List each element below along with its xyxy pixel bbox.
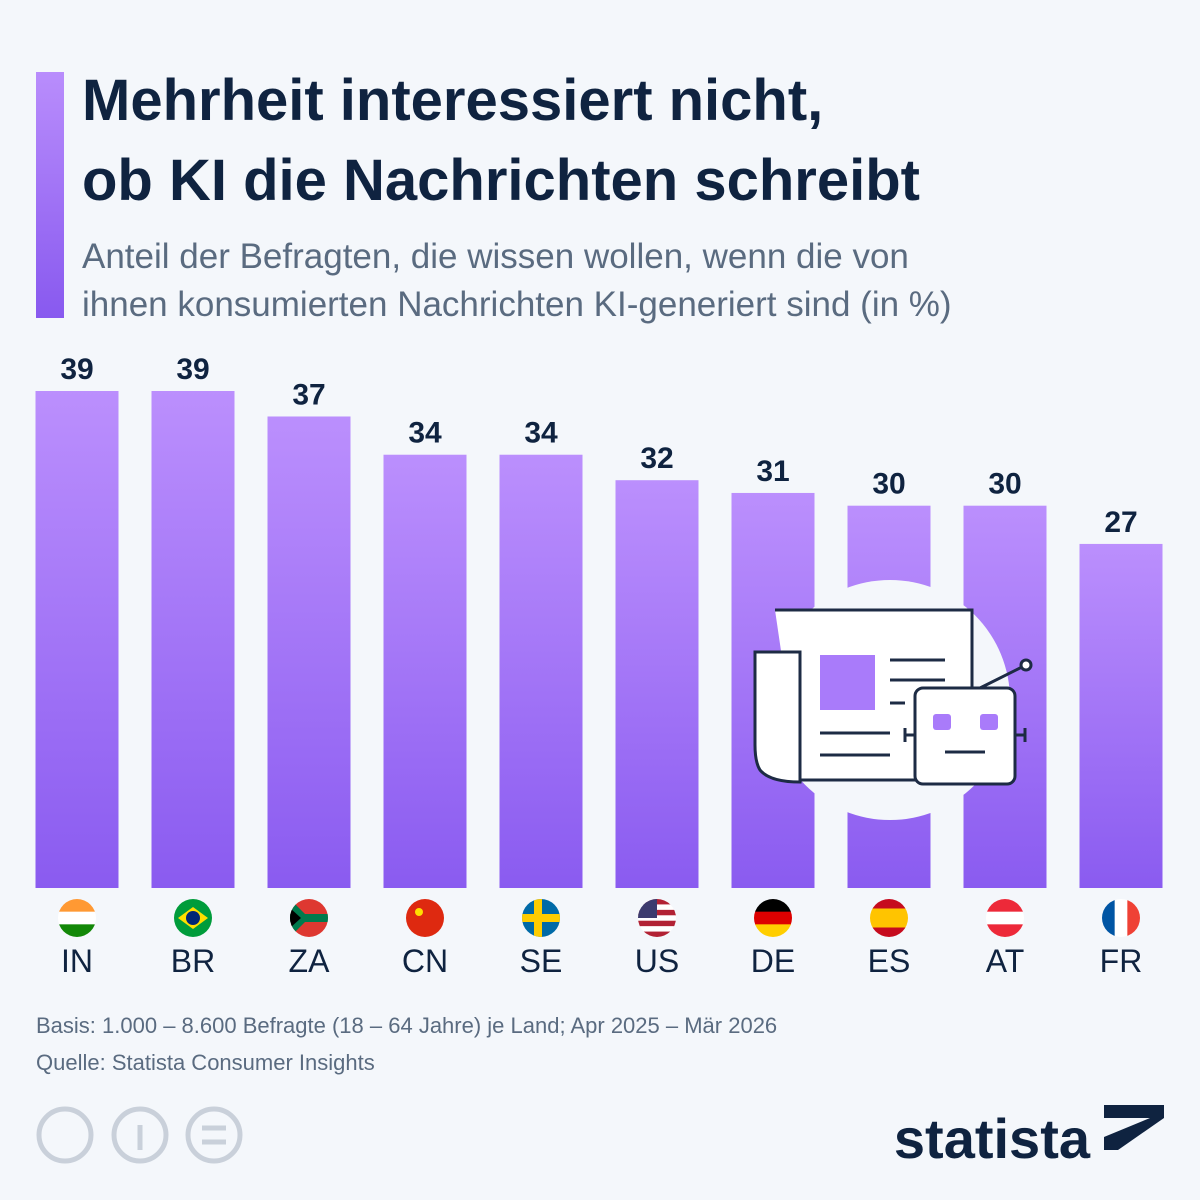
flag-stripe [870,918,908,928]
value-label: 37 [292,378,325,411]
value-label: 39 [176,353,209,386]
bar [615,480,699,888]
value-label: 34 [408,417,442,450]
flag-part [534,899,542,937]
flag-stripe [638,915,676,922]
value-label: 30 [988,468,1021,501]
flag-stripe [870,908,908,919]
brand-logo [1104,1105,1164,1150]
flag [870,899,908,937]
flag [174,899,212,937]
flag [406,899,444,937]
x-tick-label: AT [986,943,1025,979]
x-tick-label: CN [402,943,448,979]
flag-part [415,908,423,916]
illustration [753,580,1033,820]
flag-stripe [638,931,676,937]
x-tick-label: ZA [289,943,331,979]
flag-stripe [1114,899,1128,937]
flag [754,899,792,937]
subtitle: Anteil der Befragten, die wissen wollen,… [82,237,909,276]
value-label: 34 [524,417,558,450]
flag-stripe [754,899,792,913]
flag-stripe [1102,899,1116,937]
flag [58,899,96,937]
flag-stripe [986,899,1024,913]
flag-stripe [754,924,792,937]
subtitle: ihnen konsumierten Nachrichten KI-generi… [82,285,952,324]
x-tick-label: FR [1100,943,1143,979]
value-label: 27 [1104,506,1137,539]
flag-bg [406,899,444,937]
flag-stripe [1127,899,1140,937]
x-tick-label: IN [61,943,93,979]
value-label: 32 [640,442,673,475]
flag-stripe [638,920,676,927]
flag [522,899,560,937]
x-tick-label: DE [751,943,795,979]
x-tick-label: ES [868,943,911,979]
flag-stripe [986,911,1024,925]
bar [1079,543,1163,888]
flag-stripe [58,899,96,913]
flag [986,899,1024,937]
flag [290,899,328,937]
flag [1102,899,1140,937]
value-label: 39 [60,353,93,386]
x-tick-label: US [635,943,679,979]
flag-stripe [754,911,792,925]
value-label: 30 [872,468,905,501]
title: Mehrheit interessiert nicht, [82,68,823,133]
source: Quelle: Statista Consumer Insights [36,1050,375,1075]
title: ob KI die Nachrichten schreibt [82,148,920,213]
bar [267,416,351,888]
note: Basis: 1.000 – 8.600 Befragte (18 – 64 J… [36,1013,777,1038]
flag-part [290,914,328,922]
flag-stripe [638,926,676,933]
flag-part [638,899,657,918]
bar [151,391,235,888]
flag-stripe [870,899,908,909]
flag-part [186,911,200,925]
license-icons [36,1106,243,1164]
accent-bar [36,72,64,318]
bar [383,454,467,888]
bar [35,391,119,888]
flag-stripe [870,927,908,937]
flag-stripe [986,924,1024,937]
x-tick-label: SE [520,943,563,979]
flag-stripe [58,911,96,925]
flag-stripe [58,924,96,937]
x-tick-label: BR [171,943,215,979]
bar [499,454,583,888]
flag [638,899,676,937]
flag-part [290,908,301,928]
brand: statista [894,1107,1091,1170]
value-label: 31 [756,455,789,488]
